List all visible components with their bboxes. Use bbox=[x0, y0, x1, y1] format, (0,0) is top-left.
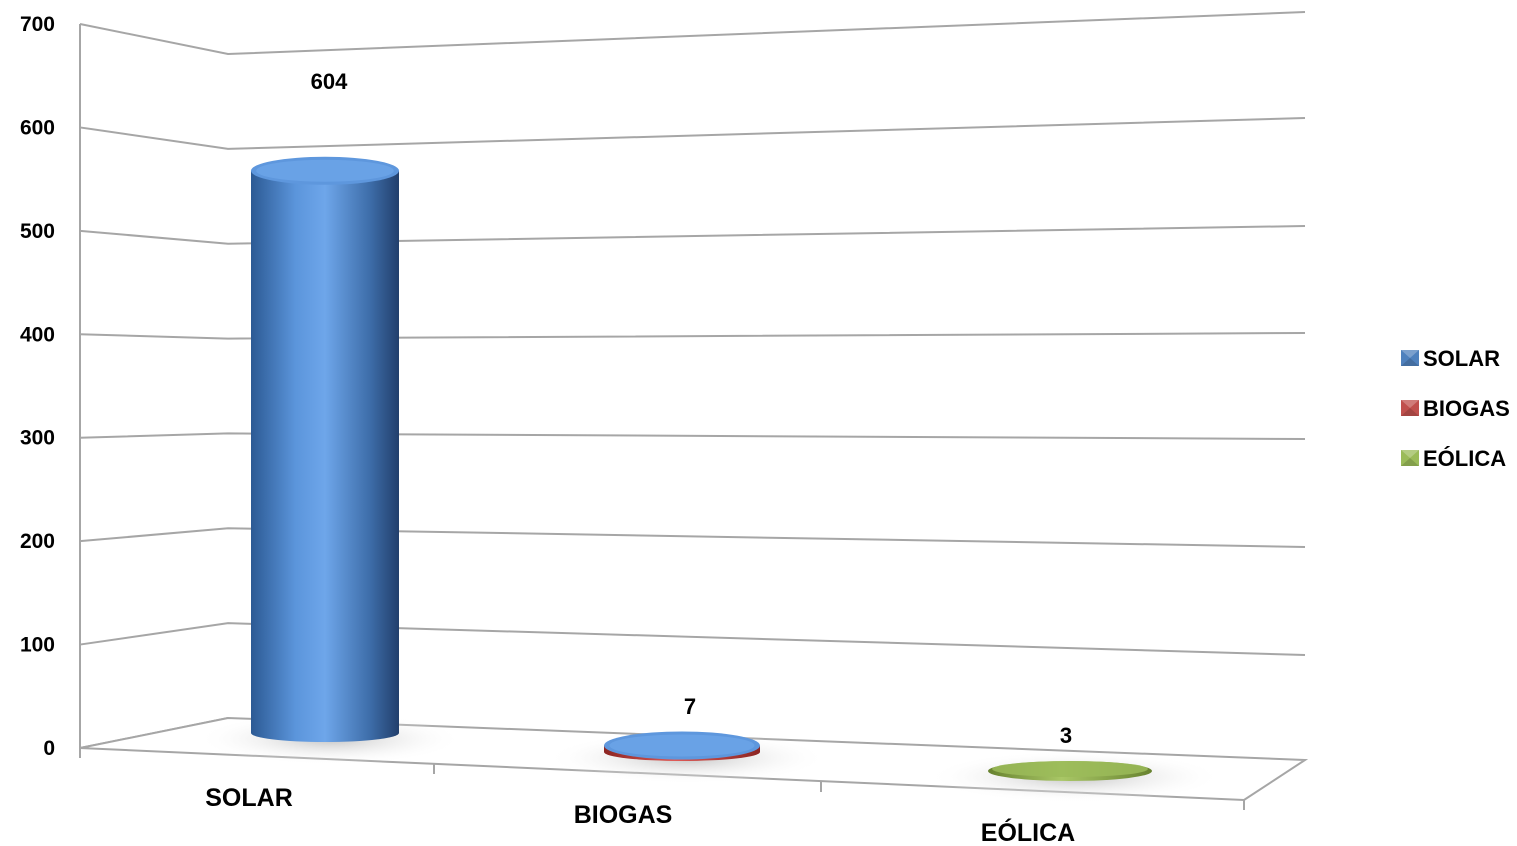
y-tick-label: 600 bbox=[20, 116, 55, 139]
legend-swatch-shade bbox=[1401, 400, 1419, 408]
bar-eólica bbox=[988, 761, 1152, 781]
legend-swatch bbox=[1401, 400, 1419, 416]
legend-item: EÓLICA bbox=[1401, 446, 1506, 471]
x-category-label: EÓLICA bbox=[981, 817, 1075, 846]
x-category-label: SOLAR bbox=[205, 784, 293, 812]
y-tick-label: 500 bbox=[20, 220, 55, 243]
y-tick-label: 0 bbox=[43, 737, 55, 760]
legend-label: BIOGAS bbox=[1423, 396, 1510, 421]
bar-solar bbox=[251, 156, 399, 743]
x-category-label: BIOGAS bbox=[574, 801, 673, 829]
bar-top bbox=[992, 761, 1148, 777]
legend-item: SOLAR bbox=[1401, 346, 1500, 371]
bars bbox=[196, 156, 1223, 803]
legend-swatch-shade bbox=[1401, 350, 1419, 358]
y-tick-label: 400 bbox=[20, 323, 55, 346]
bar-top-highlight bbox=[609, 734, 755, 757]
gridline bbox=[79, 117, 1306, 150]
data-label: 7 bbox=[684, 694, 696, 719]
bar-biogas bbox=[604, 731, 760, 761]
data-label: 604 bbox=[311, 69, 348, 94]
bar-top-highlight bbox=[256, 159, 394, 182]
legend-swatch-shade bbox=[1401, 458, 1419, 466]
bar-body bbox=[251, 170, 399, 743]
gridline bbox=[79, 332, 1306, 340]
legend-label: EÓLICA bbox=[1423, 446, 1506, 471]
gridline bbox=[79, 527, 1306, 548]
legend-swatch-shade bbox=[1401, 358, 1419, 366]
gridline bbox=[79, 622, 1306, 656]
category-labels: SOLAR BIOGAS EÓLICA bbox=[205, 784, 1075, 846]
y-tick-label: 200 bbox=[20, 530, 55, 553]
gridline bbox=[79, 225, 1306, 245]
legend-swatch bbox=[1401, 450, 1419, 466]
data-labels: 604 7 3 bbox=[311, 69, 1072, 748]
y-tick-label: 300 bbox=[20, 427, 55, 450]
y-tick-label: 100 bbox=[20, 634, 55, 657]
gridline bbox=[79, 432, 1306, 440]
legend-swatch bbox=[1401, 350, 1419, 366]
data-label: 3 bbox=[1060, 723, 1072, 748]
legend: SOLAR BIOGAS EÓLICA bbox=[1401, 346, 1510, 471]
gridline bbox=[79, 11, 1306, 56]
legend-item: BIOGAS bbox=[1401, 396, 1510, 421]
gridlines bbox=[79, 11, 1306, 756]
legend-label: SOLAR bbox=[1423, 346, 1500, 371]
legend-swatch-shade bbox=[1401, 408, 1419, 416]
legend-swatch-shade bbox=[1401, 450, 1419, 458]
y-tick-label: 700 bbox=[20, 13, 55, 36]
y-axis-tick-labels: 0 100 200 300 400 500 600 700 bbox=[20, 13, 55, 760]
